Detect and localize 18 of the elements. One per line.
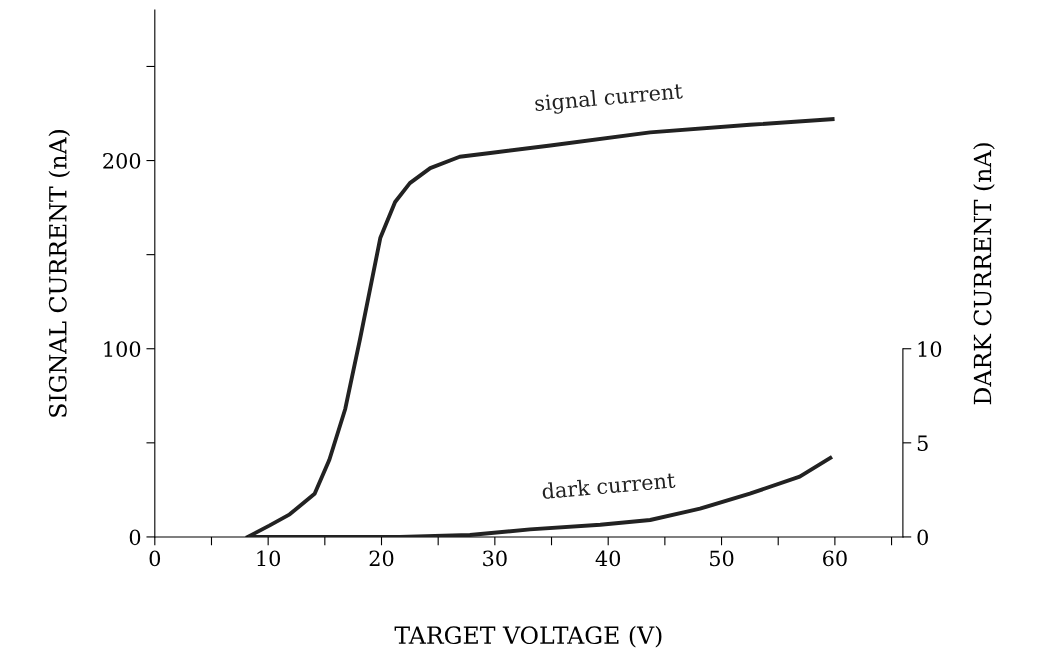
series-label: signal current	[534, 82, 684, 116]
y-tick-label: 0	[129, 529, 141, 546]
series-label: dark current	[541, 471, 676, 500]
x-tick-label: 60	[823, 550, 847, 567]
x-tick-label: 40	[595, 550, 621, 567]
x-tick-label: 30	[483, 550, 507, 567]
y-axis-title: SIGNAL CURRENT (nA)	[48, 130, 71, 417]
y-tick-label: 100	[104, 341, 141, 357]
y2-tick-label: 5	[917, 435, 928, 452]
x-axis-title: TARGET VOLTAGE (V)	[394, 625, 662, 648]
x-tick-label: 0	[149, 550, 161, 567]
x-tick-label: 10	[257, 550, 281, 567]
y2-axis-title: DARK CURRENT (nA)	[973, 143, 995, 405]
y-tick-label: 200	[103, 153, 141, 169]
y2-tick-label: 0	[917, 529, 928, 546]
x-tick-label: 50	[710, 550, 734, 567]
y2-tick-label: 10	[918, 341, 942, 357]
x-tick-label: 20	[369, 550, 394, 567]
